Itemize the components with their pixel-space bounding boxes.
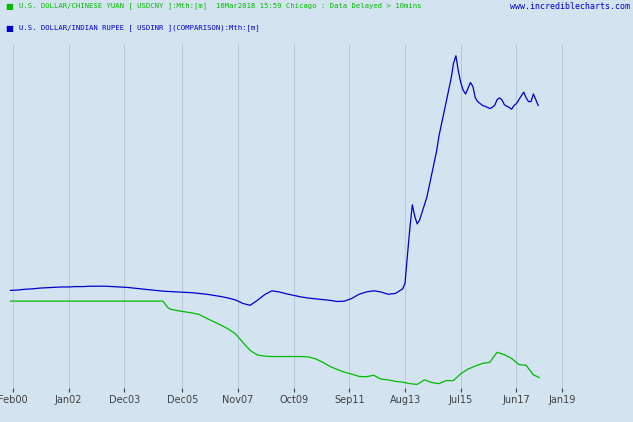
Text: ■: ■ (5, 24, 13, 33)
Text: U.S. DOLLAR/INDIAN RUPEE [ USDINR ](COMPARISON):Mth:[m]: U.S. DOLLAR/INDIAN RUPEE [ USDINR ](COMP… (19, 24, 260, 31)
Text: U.S. DOLLAR/CHINESE YUAN [ USDCNY ]:Mth:[m]  16Mar2018 15:59 Chicago : Data Dela: U.S. DOLLAR/CHINESE YUAN [ USDCNY ]:Mth:… (19, 2, 422, 9)
Text: ■: ■ (5, 2, 13, 11)
Text: www.incrediblecharts.com: www.incrediblecharts.com (510, 2, 630, 11)
